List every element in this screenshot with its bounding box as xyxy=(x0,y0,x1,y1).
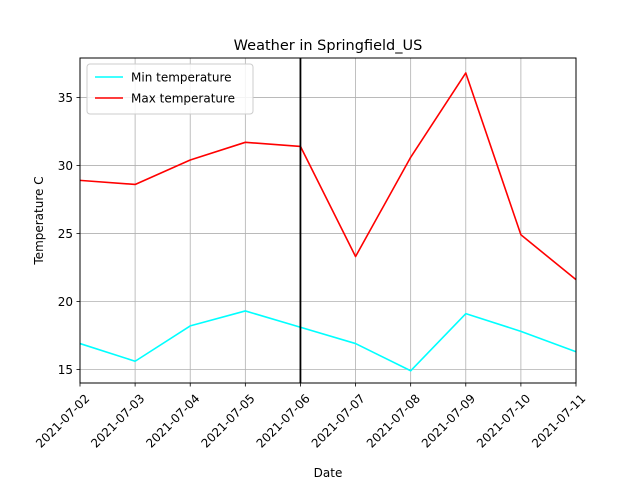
legend-label: Max temperature xyxy=(131,92,235,106)
y-tick-label: 25 xyxy=(58,227,73,241)
y-axis: 15 20 25 30 35 xyxy=(58,91,80,377)
y-tick-label: 35 xyxy=(58,91,73,105)
series-line-1 xyxy=(79,72,577,281)
y-tick-label: 20 xyxy=(58,295,73,309)
plot-frame xyxy=(79,57,577,384)
y-tick-label: 30 xyxy=(58,159,73,173)
x-tick-label: 2021-07-09 xyxy=(419,391,478,450)
chart-title: Weather in Springfield_US xyxy=(234,38,423,54)
x-axis: 2021-07-022021-07-032021-07-042021-07-05… xyxy=(33,383,588,451)
x-tick-label: 2021-07-02 xyxy=(33,391,92,450)
y-axis-label: Temperature C xyxy=(32,176,46,265)
x-axis-label: Date xyxy=(314,466,343,480)
x-tick-label: 2021-07-11 xyxy=(529,391,588,450)
series-lines xyxy=(79,72,577,372)
x-tick-label: 2021-07-03 xyxy=(88,391,147,450)
series-line-0 xyxy=(79,310,577,372)
x-tick-label: 2021-07-07 xyxy=(309,391,368,450)
x-tick-label: 2021-07-08 xyxy=(364,391,423,450)
legend-box xyxy=(86,63,254,115)
x-tick-label: 2021-07-05 xyxy=(198,391,257,450)
legend-label: Min temperature xyxy=(131,71,232,85)
x-tick-label: 2021-07-10 xyxy=(474,391,533,450)
x-tick-label: 2021-07-06 xyxy=(254,391,313,450)
legend: Min temperature Max temperature xyxy=(86,63,254,115)
x-tick-label: 2021-07-04 xyxy=(143,391,202,450)
y-tick-label: 15 xyxy=(58,363,73,377)
